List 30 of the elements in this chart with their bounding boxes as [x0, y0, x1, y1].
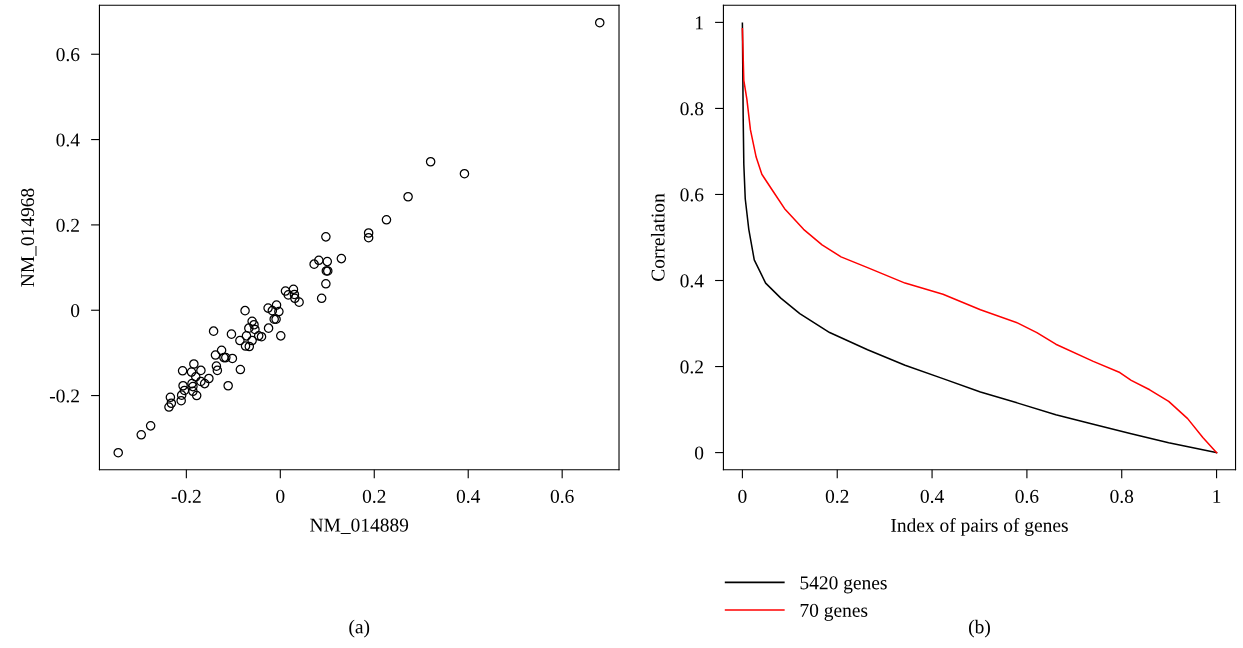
x-tick-label: 1: [1213, 489, 1221, 503]
y-tick-label: 0.2: [56, 218, 79, 232]
y-tick-label: 0.4: [680, 274, 704, 288]
legend-label: 70 genes: [800, 603, 868, 621]
text: (a): [349, 619, 370, 638]
x-tick-label: 0: [738, 489, 747, 503]
x-tick-label: 0.4: [920, 489, 944, 504]
text: (b): [969, 619, 990, 638]
legend-label: 5420 genes: [800, 576, 887, 594]
y-tick-label: 0: [71, 304, 80, 318]
y-tick-label: 0.2: [680, 360, 703, 374]
y-axis-title: Correlation: [650, 193, 665, 281]
y-tick-label: 0: [695, 446, 704, 460]
y-tick-label: 0.8: [680, 102, 704, 116]
x-tick-label: 0.2: [362, 489, 386, 504]
x-axis-title: Index of pairs of genes: [891, 517, 1068, 536]
x-axis-title: NM_014889: [310, 518, 409, 534]
x-tick-label: 0: [276, 489, 285, 503]
y-tick-label: 1: [695, 16, 703, 30]
x-tick-label: 0.6: [550, 489, 574, 504]
x-tick-label: 0.6: [1015, 489, 1039, 504]
y-axis-title: NM_014968: [21, 188, 37, 287]
x-tick-label: 0.2: [825, 489, 849, 504]
x-tick-label: 0.4: [456, 489, 481, 504]
y-tick-label: 0.6: [680, 188, 704, 202]
x-tick-label: -0.2: [171, 489, 201, 504]
y-tick-label: -0.2: [49, 389, 79, 403]
x-tick-label: 0.8: [1110, 489, 1134, 504]
y-tick-label: 0.4: [56, 133, 80, 147]
y-tick-label: 0.6: [56, 48, 80, 62]
